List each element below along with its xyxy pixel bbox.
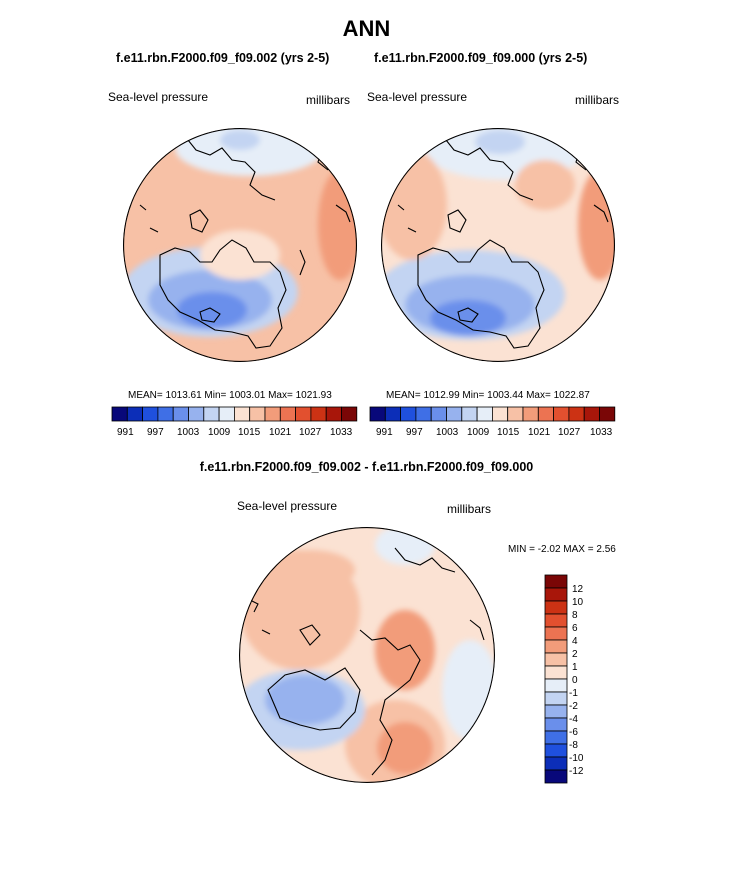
panel2-polar-map (381, 128, 615, 362)
cbd-label: 12 (572, 584, 584, 595)
difference-stats: MIN = -2.02 MAX = 2.56 (508, 544, 616, 555)
difference-colorbar (544, 574, 568, 784)
cb2-label: 1003 (436, 427, 459, 438)
cbd-label: 6 (572, 623, 578, 634)
panel1-variable-label: Sea-level pressure (108, 90, 209, 104)
panel2-colorbar (369, 406, 616, 422)
cb1-label: 1027 (299, 427, 322, 438)
cbd-label: -10 (569, 753, 584, 764)
cbd-label: -12 (569, 766, 584, 777)
difference-variable-label: Sea-level pressure (237, 499, 338, 513)
cb2-label: 1033 (590, 427, 613, 438)
cbd-label: 8 (572, 610, 578, 621)
panel1-stats: MEAN= 1013.61 Min= 1003.01 Max= 1021.93 (128, 390, 332, 401)
cbd-label: 2 (572, 649, 578, 660)
cbd-label: -1 (569, 688, 578, 699)
cbd-label: -2 (569, 701, 578, 712)
panel2-units-label: millibars (575, 93, 620, 107)
panel2-variable-label: Sea-level pressure (367, 90, 468, 104)
cbd-label: 0 (572, 675, 578, 686)
panel1-colorbar (111, 406, 358, 422)
panel2-stats: MEAN= 1012.99 Min= 1003.44 Max= 1022.87 (386, 390, 590, 401)
panel1-case-title: f.e11.rbn.F2000.f09_f09.002 (yrs 2-5) (116, 51, 330, 65)
cb1-label: 997 (147, 427, 164, 438)
panel2-case-title: f.e11.rbn.F2000.f09_f09.000 (yrs 2-5) (374, 51, 588, 65)
cbd-label: -4 (569, 714, 578, 725)
page-title: ANN (342, 16, 391, 41)
panel1-units-label: millibars (306, 93, 351, 107)
cbd-label: 10 (572, 597, 584, 608)
cb2-label: 1009 (467, 427, 490, 438)
cb2-label: 1027 (558, 427, 581, 438)
cb2-label: 1021 (528, 427, 551, 438)
cbd-label: -6 (569, 727, 578, 738)
cb1-label: 1009 (208, 427, 231, 438)
cbd-label: -8 (569, 740, 578, 751)
difference-coastlines (249, 547, 485, 776)
cbd-label: 1 (572, 662, 578, 673)
cb1-label: 991 (117, 427, 134, 438)
difference-title: f.e11.rbn.F2000.f09_f09.002 - f.e11.rbn.… (199, 460, 534, 474)
cb1-label: 1015 (238, 427, 261, 438)
cb1-label: 1003 (177, 427, 200, 438)
cb1-label: 1033 (330, 427, 353, 438)
difference-units-label: millibars (447, 502, 492, 516)
difference-polar-map (239, 527, 495, 783)
cb2-label: 1015 (497, 427, 520, 438)
cbd-label: 4 (572, 636, 578, 647)
cb2-label: 997 (406, 427, 423, 438)
panel1-polar-map (123, 128, 357, 362)
cb2-label: 991 (376, 427, 393, 438)
cb1-label: 1021 (269, 427, 292, 438)
